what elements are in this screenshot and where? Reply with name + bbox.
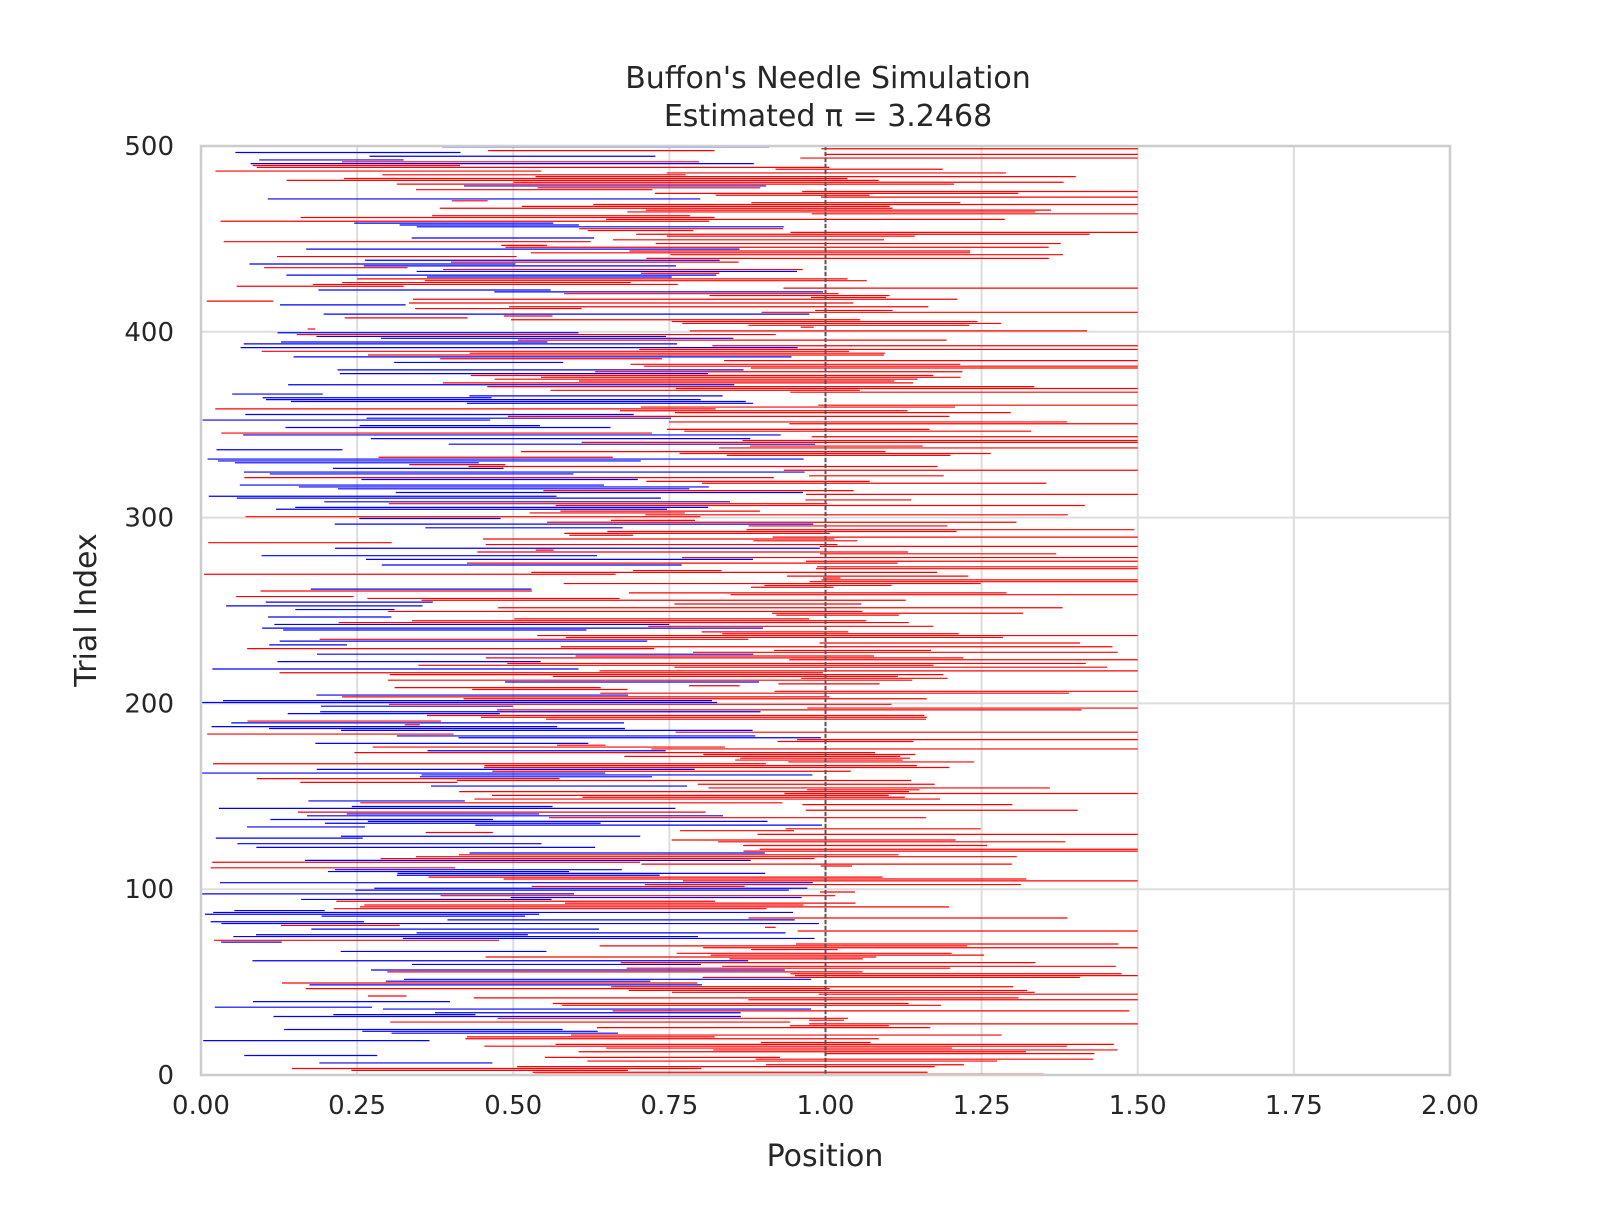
chart-subtitle: Estimated π = 3.2468 [664,99,992,134]
x-tick-label: 1.50 [1109,1091,1167,1121]
plot-frame [199,144,1452,1077]
y-tick-label: 0 [157,1061,174,1091]
x-tick-label: 0.25 [328,1091,386,1121]
chart-title: Buffon's Needle Simulation [625,61,1031,96]
y-tick-label: 300 [124,504,174,534]
y-tick-label: 400 [124,318,174,348]
x-tick-label: 0.00 [172,1091,230,1121]
x-tick-labels: 0.00 0.25 0.50 0.75 1.00 1.25 1.50 1.75 2.00 [172,1091,1479,1121]
x-tick-label: 0.50 [484,1091,542,1121]
x-tick-label: 0.75 [640,1091,698,1121]
y-tick-labels: 0 100 200 300 400 500 [124,132,174,1091]
y-tick-label: 200 [124,689,174,719]
x-tick-label: 1.75 [1265,1091,1323,1121]
y-axis-label: Trial Index [69,533,104,687]
y-tick-label: 500 [124,132,174,162]
x-axis-label: Position [767,1139,884,1174]
x-tick-label: 1.25 [953,1091,1011,1121]
y-tick-label: 100 [124,875,174,905]
needles [201,146,1138,1075]
x-tick-label: 1.00 [797,1091,855,1121]
x-tick-label: 2.00 [1421,1091,1479,1121]
